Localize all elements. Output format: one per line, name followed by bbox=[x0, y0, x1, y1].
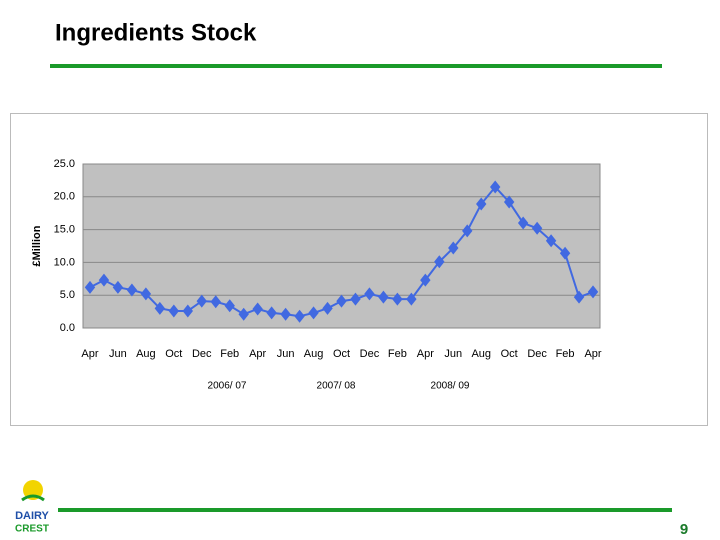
data-point bbox=[280, 307, 291, 321]
data-point bbox=[168, 304, 180, 318]
data-point bbox=[476, 197, 487, 211]
data-point bbox=[336, 294, 347, 308]
y-tick-label: 5.0 bbox=[60, 289, 75, 301]
x-tick-label: Jun bbox=[444, 348, 462, 360]
data-point bbox=[364, 287, 375, 301]
y-axis-label: £Million bbox=[31, 225, 43, 266]
x-tick-label: Aug bbox=[136, 348, 156, 360]
x-tick-label: Apr bbox=[249, 348, 266, 360]
x-tick-label: Aug bbox=[471, 348, 491, 360]
data-point bbox=[503, 195, 515, 209]
data-point bbox=[294, 309, 305, 323]
x-tick-label: Dec bbox=[527, 348, 547, 360]
y-tick-label: 10.0 bbox=[54, 256, 75, 268]
x-tick-label: Jun bbox=[109, 348, 127, 360]
x-tick-label: Apr bbox=[81, 348, 98, 360]
data-point bbox=[517, 216, 529, 230]
y-tick-label: 0.0 bbox=[60, 322, 75, 334]
logo-text: DAIRY bbox=[15, 510, 49, 522]
data-point bbox=[378, 290, 389, 304]
data-point bbox=[196, 294, 207, 308]
data-point bbox=[84, 280, 96, 294]
data-point bbox=[154, 301, 166, 315]
data-point bbox=[322, 301, 333, 315]
x-tick-label: Dec bbox=[192, 348, 212, 360]
data-point bbox=[448, 241, 459, 255]
x-tick-label: Feb bbox=[388, 348, 407, 360]
logo-text: CREST bbox=[15, 524, 49, 535]
data-point bbox=[98, 273, 110, 287]
data-point bbox=[587, 285, 599, 299]
data-point bbox=[224, 299, 235, 313]
data-point bbox=[308, 306, 319, 320]
x-tick-label: Feb bbox=[556, 348, 575, 360]
page-number: 9 bbox=[680, 521, 688, 538]
y-tick-label: 25.0 bbox=[54, 158, 75, 170]
x-tick-label: Oct bbox=[333, 348, 350, 360]
data-point bbox=[112, 280, 124, 294]
x-tick-label: Jun bbox=[277, 348, 295, 360]
data-point bbox=[126, 283, 138, 297]
data-point bbox=[434, 255, 445, 269]
logo: DAIRY CREST bbox=[15, 480, 50, 535]
period-label: 2008/ 09 bbox=[431, 381, 470, 392]
x-tick-label: Apr bbox=[584, 348, 601, 360]
x-tick-label: Oct bbox=[165, 348, 182, 360]
data-point bbox=[210, 295, 221, 309]
data-point bbox=[252, 302, 263, 316]
data-point bbox=[420, 273, 431, 287]
data-point bbox=[140, 287, 152, 301]
logo-sun bbox=[23, 480, 43, 500]
slide-title: Ingredients Stock bbox=[55, 19, 257, 46]
x-tick-label: Dec bbox=[360, 348, 380, 360]
x-tick-label: Aug bbox=[304, 348, 324, 360]
data-point bbox=[545, 234, 557, 248]
data-point bbox=[406, 292, 417, 306]
logo-swoosh bbox=[21, 494, 45, 502]
data-point bbox=[266, 306, 277, 320]
data-point bbox=[559, 246, 571, 260]
x-tick-label: Oct bbox=[501, 348, 518, 360]
footer-rule bbox=[58, 508, 672, 512]
data-point bbox=[462, 224, 473, 238]
x-tick-label: Feb bbox=[220, 348, 239, 360]
title-rule bbox=[50, 64, 662, 68]
x-tick-label: Apr bbox=[417, 348, 434, 360]
period-label: 2007/ 08 bbox=[317, 381, 356, 392]
data-point bbox=[238, 307, 249, 321]
y-tick-label: 15.0 bbox=[54, 224, 75, 236]
data-point bbox=[182, 304, 193, 318]
data-point bbox=[531, 221, 543, 235]
period-label: 2006/ 07 bbox=[208, 381, 247, 392]
data-point bbox=[573, 290, 585, 304]
data-point bbox=[490, 180, 501, 194]
y-tick-label: 20.0 bbox=[54, 191, 75, 203]
data-point bbox=[392, 292, 403, 306]
data-point bbox=[350, 292, 361, 306]
